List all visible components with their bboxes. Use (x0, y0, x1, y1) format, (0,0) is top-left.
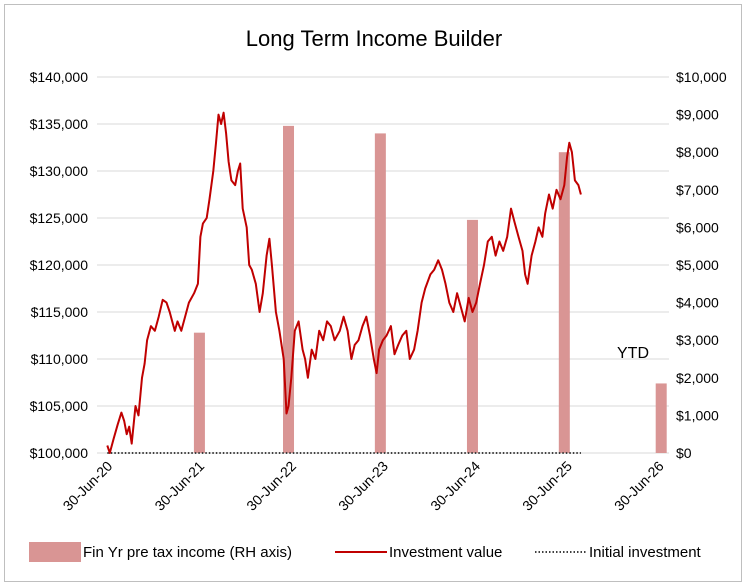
legend-bar-label: Fin Yr pre tax income (RH axis) (83, 544, 292, 561)
x-tick-label: 30-Jun-22 (243, 458, 299, 514)
right-axis-ticks: $0 $1,000 $2,000 $3,000 $4,000 $5,000 $6,000 $7… (676, 69, 727, 461)
right-tick-label: $1,000 (676, 407, 719, 423)
right-tick-label: $3,000 (676, 332, 719, 348)
x-tick-label: 30-Jun-24 (427, 458, 483, 514)
right-tick-label: $6,000 (676, 219, 719, 235)
income-bar (283, 125, 295, 453)
right-tick-label: $4,000 (676, 295, 719, 311)
income-bars (193, 125, 667, 453)
income-builder-chart: Long Term Income Builder $100,000 $105,00… (29, 26, 727, 562)
right-tick-label: $8,000 (676, 144, 719, 160)
x-tick-label: 30-Jun-26 (611, 458, 667, 514)
x-tick-label: 30-Jun-20 (60, 458, 116, 514)
income-bar (374, 133, 386, 453)
left-tick-label: $100,000 (30, 445, 89, 461)
left-axis-ticks: $100,000 $105,000 $110,000 $115,000 $120,000… (30, 69, 89, 461)
right-tick-label: $9,000 (676, 107, 719, 123)
left-tick-label: $125,000 (30, 210, 89, 226)
right-tick-label: $10,000 (676, 69, 727, 85)
income-bar (193, 332, 205, 453)
right-tick-label: $7,000 (676, 182, 719, 198)
income-bar (466, 219, 478, 453)
left-tick-label: $110,000 (31, 351, 89, 367)
legend: Fin Yr pre tax income (RH axis) Investme… (29, 542, 702, 562)
left-tick-label: $135,000 (30, 116, 89, 132)
legend-ref-label: Initial investment (589, 544, 702, 561)
left-tick-label: $130,000 (30, 163, 89, 179)
right-tick-label: $5,000 (676, 257, 719, 273)
left-tick-label: $105,000 (30, 398, 89, 414)
x-tick-label: 30-Jun-21 (151, 458, 207, 514)
legend-line-label: Investment value (389, 544, 502, 561)
x-tick-label: 30-Jun-23 (335, 458, 391, 514)
legend-bar-swatch (29, 542, 81, 562)
x-tick-label: 30-Jun-25 (519, 458, 575, 514)
chart-title: Long Term Income Builder (246, 26, 502, 51)
x-axis-ticks: 30-Jun-20 30-Jun-21 30-Jun-22 30-Jun-23 30-J… (60, 458, 667, 514)
chart-frame: Long Term Income Builder $100,000 $105,00… (4, 4, 742, 582)
income-bar (655, 383, 667, 453)
left-tick-label: $115,000 (31, 304, 89, 320)
left-tick-label: $140,000 (30, 69, 89, 85)
right-tick-label: $2,000 (676, 370, 719, 386)
right-tick-label: $0 (676, 445, 692, 461)
ytd-annotation: YTD (617, 345, 649, 362)
investment-value-line (106, 111, 582, 454)
left-tick-label: $120,000 (30, 257, 89, 273)
investment-value-polyline (106, 111, 582, 454)
income-bar (558, 152, 570, 453)
